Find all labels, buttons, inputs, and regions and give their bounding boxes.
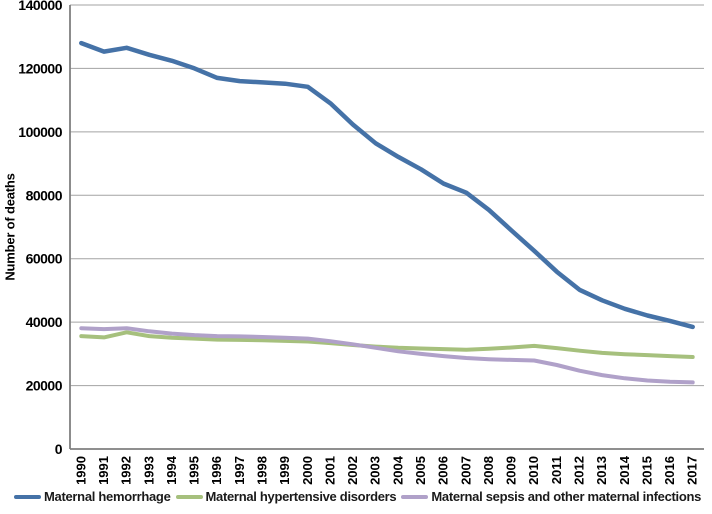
x-tick-label: 2009	[504, 456, 519, 485]
x-tick-label: 1998	[254, 456, 269, 485]
x-tick-label: 2007	[458, 456, 473, 485]
x-tick-label: 1992	[119, 456, 134, 485]
x-tick-label: 2013	[594, 456, 609, 485]
chart-legend: Maternal hemorrhage Maternal hypertensive…	[14, 489, 706, 504]
y-tick-label: 40000	[26, 314, 63, 330]
y-tick-label: 100000	[18, 124, 62, 140]
x-tick-label: 2017	[685, 456, 700, 485]
x-tick-label: 1990	[73, 456, 88, 485]
x-tick-label: 2014	[617, 455, 632, 485]
x-tick-label: 1996	[209, 456, 224, 485]
legend-item-2: Maternal sepsis and other maternal infec…	[401, 489, 701, 504]
legend-label: Maternal hemorrhage	[44, 489, 171, 504]
x-tick-label: 2008	[481, 456, 496, 485]
series-line-2	[79, 326, 695, 385]
x-tick-label: 2016	[662, 456, 677, 485]
x-tick-label: 2002	[345, 456, 360, 485]
legend-item-1: Maternal hypertensive disorders	[175, 489, 397, 504]
legend-swatch-icon	[14, 494, 41, 499]
x-tick-label: 2010	[526, 456, 541, 485]
x-tick-label: 2012	[571, 456, 586, 485]
x-tick-label: 2015	[639, 456, 654, 485]
x-tick-label: 1991	[96, 456, 111, 485]
legend-label: Maternal hypertensive disorders	[205, 489, 397, 504]
y-tick-label: 0	[55, 441, 63, 457]
y-tick-label: 140000	[18, 0, 62, 13]
x-tick-label: 2011	[549, 456, 564, 484]
x-tick-label: 2003	[368, 456, 383, 485]
series-line-0	[79, 40, 695, 330]
x-tick-label: 1995	[187, 456, 202, 485]
y-axis-title: Number of deaths	[2, 173, 18, 281]
y-tick-label: 80000	[26, 187, 63, 203]
x-tick-label: 1999	[277, 456, 292, 485]
x-tick-label: 1994	[164, 455, 179, 485]
x-tick-label: 2000	[300, 456, 315, 485]
x-tick-label: 2005	[413, 456, 428, 485]
y-tick-label: 60000	[26, 251, 63, 267]
y-tick-label: 20000	[26, 378, 63, 394]
y-tick-label: 120000	[18, 60, 62, 76]
x-tick-label: 1997	[232, 456, 247, 485]
x-tick-label: 2004	[390, 455, 405, 485]
line-chart-plot-area: 0 20000 40000 60000 80000 100000 120000 140000 1…	[18, 0, 704, 485]
x-tick-label: 2006	[436, 456, 451, 485]
series-line-1	[79, 330, 695, 359]
legend-label: Maternal sepsis and other maternal infec…	[431, 489, 702, 504]
x-tick-label: 1993	[141, 456, 156, 485]
x-tick-label: 2001	[322, 456, 337, 485]
legend-swatch-icon	[175, 494, 203, 499]
legend-item-0: Maternal hemorrhage	[14, 489, 171, 504]
legend-swatch-icon	[401, 494, 429, 499]
